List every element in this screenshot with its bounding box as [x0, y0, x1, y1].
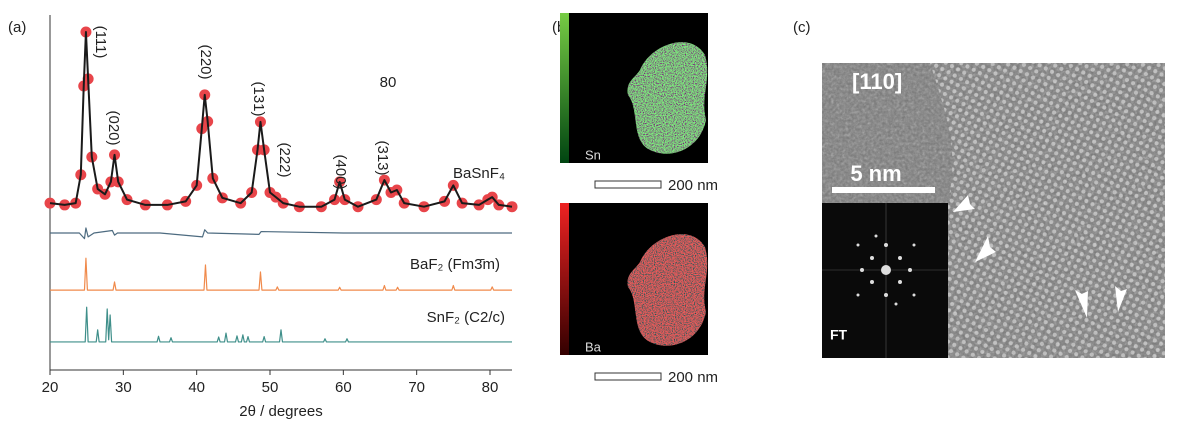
ba-distribution [627, 234, 708, 346]
peak-annotation: (400) [332, 154, 349, 189]
x-tick-label: 80 [482, 379, 499, 396]
ft-inset [822, 203, 948, 358]
x-tick-label: 60 [335, 379, 352, 396]
series-line [50, 306, 512, 343]
plot-area: 20 30 40 50 60 70 80 BaSnF₄ BaF₂ (Fm3̄m) SnF₂ (C2… [42, 26, 518, 396]
peak-annotation: (222) [276, 142, 293, 177]
sn-distribution [627, 42, 708, 154]
panel-label: (c) [793, 19, 811, 36]
arrows [953, 195, 1127, 318]
zone-axis: [110] [852, 69, 902, 94]
series-label: BaF₂ (Fm3̄m) [410, 256, 500, 273]
peak-annotation: (220) [197, 44, 214, 79]
element-label: Sn [585, 147, 601, 162]
scale-bar [832, 187, 935, 193]
element-label: Ba [585, 339, 602, 354]
series-line [50, 227, 512, 240]
peak-annotation: (313) [374, 140, 391, 175]
inset-label: FT [830, 327, 848, 343]
peak-annotation: (020) [105, 110, 122, 145]
peak-annotation: (111) [92, 26, 109, 59]
series-label: BaSnF₄ [453, 165, 505, 182]
scale-label: 200 nm [668, 177, 718, 194]
x-axis-label: 2θ / degrees [239, 403, 322, 420]
x-tick-label: 50 [262, 379, 279, 396]
panel-label: (a) [8, 19, 26, 36]
series-label: SnF₂ (C2/c) [427, 309, 505, 326]
series-line [49, 31, 513, 208]
x-tick-label: 70 [408, 379, 425, 396]
x-tick-label: 30 [115, 379, 132, 396]
peak-annotation: (131) [250, 81, 267, 116]
x-tick-label: 40 [188, 379, 205, 396]
x-tick-label: 20 [42, 379, 59, 396]
scale-bar [594, 180, 662, 189]
colorbar [560, 203, 569, 355]
scale-label: 200 nm [668, 369, 718, 386]
scale-label: 5 nm [850, 161, 901, 186]
series-line [50, 257, 512, 291]
scale-bar [594, 372, 662, 381]
peak-annotation: 80 [380, 74, 397, 91]
lattice-fringes [930, 63, 1165, 358]
colorbar [560, 13, 569, 163]
ft-spots [822, 203, 948, 358]
